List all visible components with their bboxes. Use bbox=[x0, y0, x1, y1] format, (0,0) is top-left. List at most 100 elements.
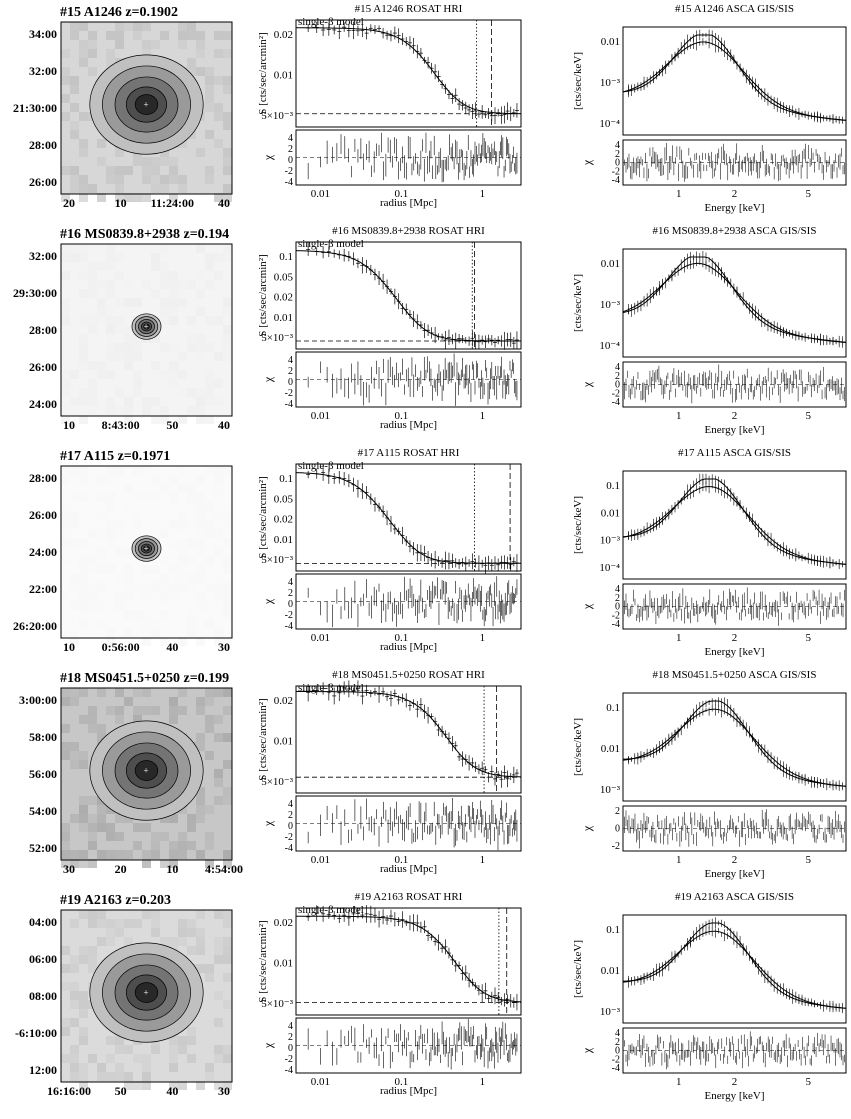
image-noise bbox=[106, 175, 115, 184]
image-noise bbox=[70, 511, 79, 520]
asca-y-tick: 0.01 bbox=[601, 965, 620, 977]
image-noise bbox=[178, 850, 187, 859]
asca-chi-tick: -2 bbox=[612, 1054, 620, 1065]
image-noise bbox=[214, 475, 223, 484]
image-noise bbox=[61, 244, 70, 253]
image-noise bbox=[106, 58, 115, 67]
image-noise bbox=[79, 388, 88, 397]
image-noise bbox=[133, 706, 142, 715]
xray-image: + bbox=[60, 21, 233, 202]
image-x-tick: 40 bbox=[166, 640, 178, 654]
image-noise bbox=[223, 253, 232, 262]
image-noise bbox=[223, 334, 232, 343]
image-noise bbox=[196, 511, 205, 520]
image-noise bbox=[160, 370, 169, 379]
image-noise bbox=[223, 31, 232, 40]
image-noise bbox=[79, 1009, 88, 1018]
image-noise bbox=[223, 796, 232, 805]
image-noise bbox=[115, 298, 124, 307]
asca-y-tick: 0.01 bbox=[601, 258, 620, 270]
image-noise bbox=[205, 556, 214, 565]
image-frame bbox=[60, 687, 233, 861]
image-noise bbox=[187, 502, 196, 511]
image-noise bbox=[61, 316, 70, 325]
image-noise bbox=[223, 148, 232, 157]
asca-chi-label: χ bbox=[580, 1047, 594, 1054]
asca-chi-label: χ bbox=[580, 825, 594, 832]
image-noise bbox=[88, 814, 97, 823]
image-y-tick: 28:00 bbox=[29, 471, 57, 485]
image-noise bbox=[160, 271, 169, 280]
image-noise bbox=[79, 316, 88, 325]
image-noise bbox=[97, 493, 106, 502]
image-noise bbox=[79, 1081, 88, 1090]
image-noise bbox=[97, 193, 106, 202]
image-noise bbox=[61, 475, 70, 484]
image-noise bbox=[124, 334, 133, 343]
image-noise bbox=[223, 706, 232, 715]
image-noise bbox=[196, 706, 205, 715]
image-noise bbox=[70, 1063, 79, 1072]
asca-y-tick: 10⁻³ bbox=[600, 1006, 621, 1018]
image-noise bbox=[214, 796, 223, 805]
image-noise bbox=[124, 547, 133, 556]
image-noise bbox=[133, 1081, 142, 1090]
image-noise bbox=[133, 343, 142, 352]
image-noise bbox=[223, 919, 232, 928]
image-noise bbox=[124, 814, 133, 823]
hri-x-tick: 1 bbox=[480, 1076, 486, 1088]
image-noise bbox=[124, 307, 133, 316]
image-noise bbox=[151, 397, 160, 406]
xray-image: + bbox=[60, 687, 233, 868]
image-noise bbox=[97, 370, 106, 379]
hri-frame bbox=[295, 463, 522, 572]
image-noise bbox=[196, 343, 205, 352]
image-noise bbox=[88, 40, 97, 49]
hri-model-curve bbox=[296, 27, 522, 115]
image-noise bbox=[115, 850, 124, 859]
image-noise bbox=[223, 733, 232, 742]
image-noise bbox=[61, 529, 70, 538]
asca-chi-tick: 0 bbox=[615, 380, 620, 391]
image-noise bbox=[178, 520, 187, 529]
image-noise bbox=[97, 547, 106, 556]
image-noise bbox=[160, 610, 169, 619]
image-noise bbox=[88, 841, 97, 850]
image-noise bbox=[196, 415, 205, 424]
image-noise bbox=[79, 493, 88, 502]
emission-contour bbox=[134, 94, 159, 115]
image-noise bbox=[88, 262, 97, 271]
image-noise bbox=[142, 166, 151, 175]
image-noise bbox=[70, 982, 79, 991]
image-noise bbox=[79, 184, 88, 193]
image-noise bbox=[160, 583, 169, 592]
image-noise bbox=[142, 565, 151, 574]
image-noise bbox=[169, 289, 178, 298]
image-noise bbox=[223, 343, 232, 352]
image-noise bbox=[214, 547, 223, 556]
hri-model-label: single-β model bbox=[298, 904, 364, 916]
asca-chi-tick: 2 bbox=[615, 371, 620, 382]
image-noise bbox=[178, 538, 187, 547]
hri-chi-tick: -2 bbox=[285, 832, 293, 843]
image-noise bbox=[151, 415, 160, 424]
image-x-tick: 0:56:00 bbox=[102, 640, 140, 654]
image-noise bbox=[205, 619, 214, 628]
image-noise bbox=[178, 919, 187, 928]
hri-y-tick: 0.05 bbox=[274, 493, 294, 505]
image-noise bbox=[61, 832, 70, 841]
asca-chi-tick: 4 bbox=[615, 584, 620, 595]
image-noise bbox=[160, 262, 169, 271]
image-x-tick: 30 bbox=[63, 862, 75, 876]
image-noise bbox=[196, 928, 205, 937]
image-noise bbox=[79, 619, 88, 628]
image-noise bbox=[97, 583, 106, 592]
hri-x-label: radius [Mpc] bbox=[380, 1085, 437, 1097]
image-noise bbox=[169, 583, 178, 592]
image-noise bbox=[169, 379, 178, 388]
image-noise bbox=[223, 601, 232, 610]
image-noise bbox=[124, 697, 133, 706]
image-noise bbox=[97, 814, 106, 823]
image-noise bbox=[70, 1018, 79, 1027]
image-noise bbox=[61, 253, 70, 262]
